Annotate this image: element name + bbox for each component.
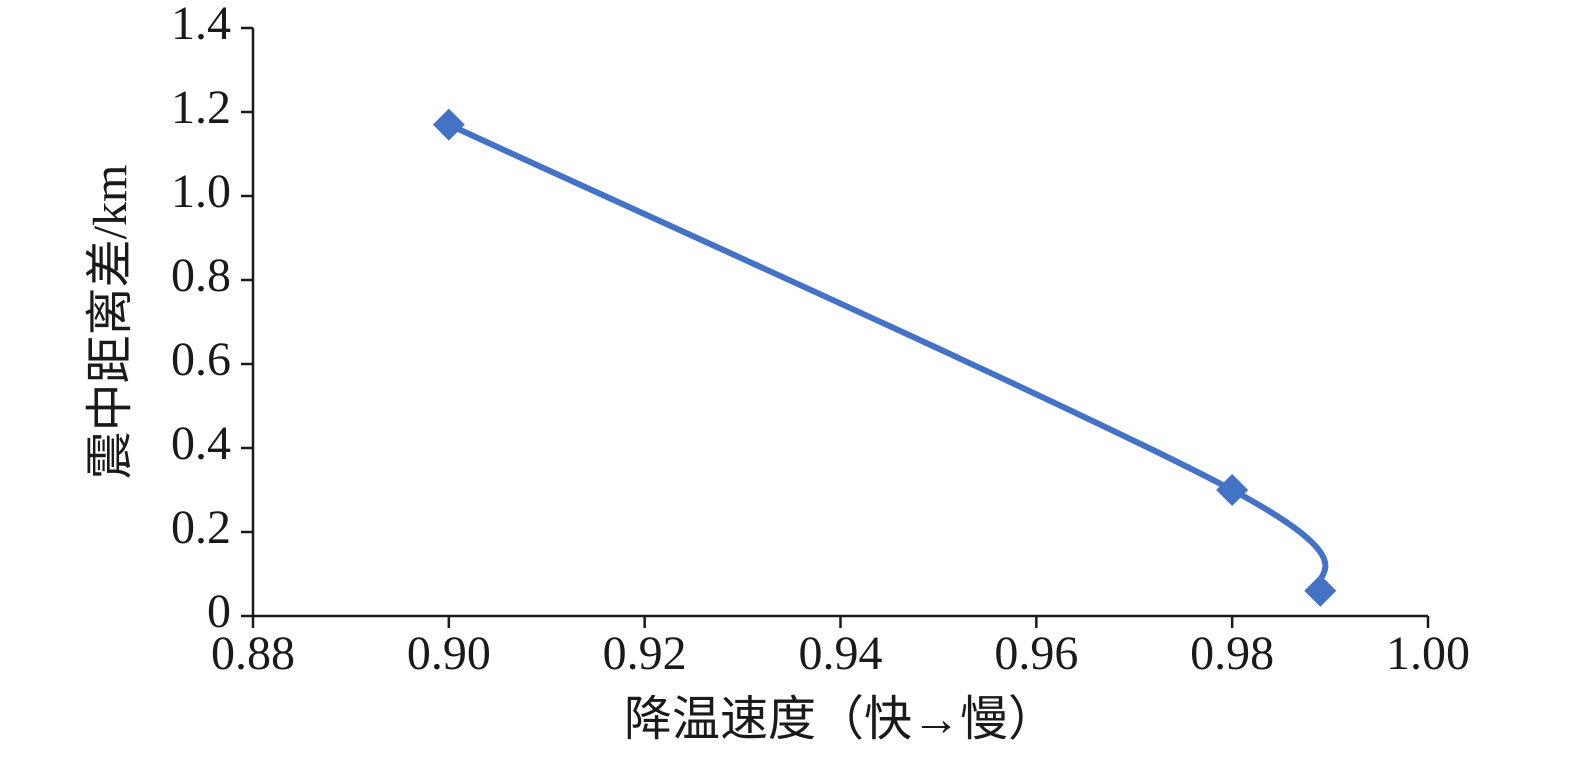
x-tick-label: 0.92	[603, 627, 687, 680]
line	[447, 121, 1329, 593]
y-tick-label: 0.2	[171, 501, 231, 554]
x-tick-label: 0.98	[1190, 627, 1274, 680]
marker	[432, 108, 465, 141]
marker	[1304, 574, 1337, 607]
marker	[1216, 474, 1249, 506]
y-axis-label: 震中距离差/km	[84, 165, 137, 480]
y-tick-label: 0.8	[171, 249, 231, 302]
x-tick-label: 1.00	[1386, 627, 1470, 680]
y-tick-label: 0.4	[171, 417, 231, 470]
x-tick-label: 0.96	[994, 627, 1078, 680]
x-tick-label: 0.88	[211, 627, 295, 680]
y-tick-label: 0	[207, 585, 231, 638]
y-tick-label: 0.6	[171, 333, 231, 386]
x-tick-label: 0.90	[407, 627, 491, 680]
y-tick-label: 1.2	[171, 81, 231, 134]
x-tick-label: 0.94	[799, 627, 883, 680]
y-tick-label: 1.4	[171, 0, 231, 50]
x-axis-label: 降温速度（快→慢）	[624, 693, 1056, 746]
y-tick-label: 1.0	[171, 165, 231, 218]
